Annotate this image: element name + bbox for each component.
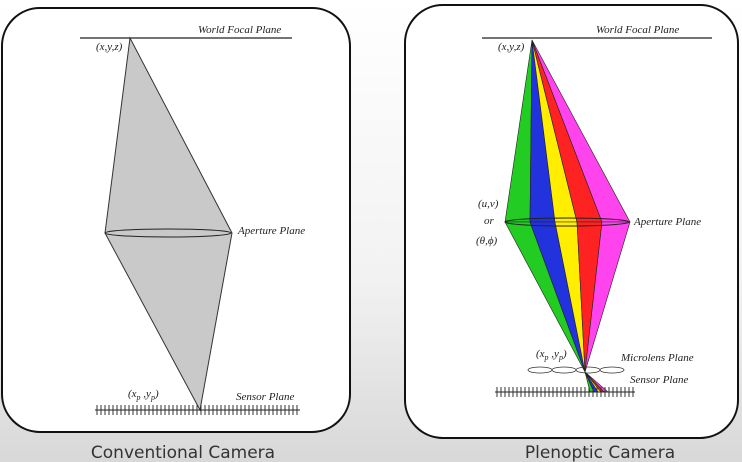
label: World Focal Plane	[596, 24, 679, 36]
label: (θ,ϕ)	[476, 235, 498, 247]
label: (xp ,yp)	[128, 388, 159, 402]
label: Aperture Plane	[237, 225, 305, 237]
microlens-array	[527, 366, 625, 374]
label: Aperture Plane	[633, 216, 701, 228]
plenoptic-panel: World Focal Plane (x,y,z) (u,v) or (θ,ϕ)…	[404, 4, 739, 439]
color-fans	[504, 39, 631, 393]
caption: Conventional Camera	[91, 443, 275, 462]
label: or	[484, 215, 495, 227]
label: (x,y,z)	[96, 41, 123, 53]
label: (xp ,yp)	[536, 348, 567, 362]
label: World Focal Plane	[198, 24, 281, 36]
label: (u,v)	[478, 198, 499, 210]
caption: Plenoptic Camera	[525, 443, 675, 462]
label: Sensor Plane	[236, 391, 294, 403]
label: (x,y,z)	[498, 41, 525, 53]
label: Microlens Plane	[620, 352, 694, 364]
aperture-lens	[504, 217, 630, 227]
conventional-panel: World Focal Plane (x,y,z) Aperture Plane…	[1, 7, 351, 433]
label: Sensor Plane	[630, 374, 688, 386]
aperture-lens	[104, 228, 232, 238]
